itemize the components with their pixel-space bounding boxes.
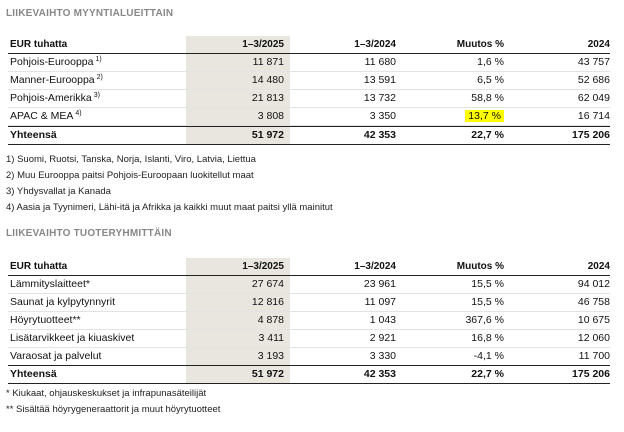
- row-label: APAC & MEA 4): [10, 110, 82, 122]
- change-percent: 1,6 %: [477, 56, 504, 68]
- total-row: Yhteensä 51 972 42 353 22,7 % 175 206: [8, 126, 610, 145]
- value-full-2024: 10 675: [577, 314, 610, 326]
- change-percent: 6,5 %: [477, 74, 504, 86]
- table-row: Lisätarvikkeet ja kiuaskivet 3 411 2 921…: [8, 330, 610, 348]
- value-2024: 13 732: [363, 92, 396, 104]
- value-full-2024: 11 700: [578, 350, 610, 362]
- header-cell: 2024: [587, 261, 610, 272]
- change-percent: 13,7 %: [428, 108, 504, 125]
- value-2025: 4 878: [186, 312, 290, 329]
- value-2024: 11 680: [364, 56, 396, 68]
- total-change: 22,7 %: [471, 129, 504, 141]
- table-row: Pohjois-Eurooppa 1) 11 871 11 680 1,6 % 4…: [8, 54, 610, 72]
- region-section-title: LIIKEVAIHTO MYYNTIALUEITTAIN: [6, 8, 174, 19]
- footnote: ** Sisältää höyrygeneraattorit ja muut h…: [6, 404, 221, 415]
- value-2024: 13 591: [363, 74, 396, 86]
- value-full-2024: 62 049: [577, 92, 610, 104]
- change-percent: 58,8 %: [471, 92, 504, 104]
- footnote: * Kiukaat, ohjauskeskukset ja infrapunas…: [6, 388, 207, 399]
- table-row: Saunat ja kylpytynnyrit 12 816 11 097 15…: [8, 294, 610, 312]
- highlighted-change: 13,7 %: [465, 110, 504, 122]
- header-cell: 1–3/2025: [186, 36, 290, 53]
- value-2025: 12 816: [186, 294, 290, 311]
- row-label: Manner-Eurooppa 2): [10, 74, 103, 86]
- header-cell: Muutos %: [456, 261, 504, 272]
- product-section-title: LIIKEVAIHTO TUOTERYHMITTÄIN: [6, 228, 172, 239]
- change-percent: -4,1 %: [473, 350, 504, 362]
- row-label: Pohjois-Eurooppa 1): [10, 56, 102, 68]
- header-cell: 1–3/2024: [354, 261, 396, 272]
- value-2025: 11 871: [186, 54, 290, 71]
- region-footnotes: 1) Suomi, Ruotsi, Tanska, Norja, Islanti…: [6, 152, 333, 216]
- value-2024: 3 330: [369, 350, 396, 362]
- table-row: Lämmityslaitteet* 27 674 23 961 15,5 % 9…: [8, 276, 610, 294]
- header-cell: 1–3/2025: [186, 258, 290, 275]
- value-full-2024: 43 757: [577, 56, 610, 68]
- header-cell: Muutos %: [456, 39, 504, 50]
- header-cell: 1–3/2024: [354, 39, 396, 50]
- footnote: 4) Aasia ja Tyynimeri, Lähi-itä ja Afrik…: [6, 202, 333, 213]
- total-full-2024: 175 206: [572, 368, 610, 380]
- row-label: Lämmityslaitteet*: [10, 278, 90, 290]
- row-label: Lisätarvikkeet ja kiuaskivet: [10, 332, 135, 344]
- value-2024: 11 097: [364, 296, 396, 308]
- value-2025: 3 193: [186, 348, 290, 365]
- table-row: Pohjois-Amerikka 3) 21 813 13 732 58,8 % …: [8, 90, 610, 108]
- value-2025: 3 411: [186, 330, 290, 347]
- table-row: Varaosat ja palvelut 3 193 3 330 -4,1 % …: [8, 348, 610, 365]
- footnote: 3) Yhdysvallat ja Kanada: [6, 186, 111, 197]
- value-full-2024: 16 714: [577, 110, 610, 122]
- product-footnotes: * Kiukaat, ohjauskeskukset ja infrapunas…: [6, 386, 220, 418]
- region-table: EUR tuhatta 1–3/2025 1–3/2024 Muutos % 2…: [8, 36, 610, 145]
- change-percent: 367,6 %: [465, 314, 504, 326]
- footnote-marker: 1): [95, 56, 102, 63]
- value-2024: 3 350: [369, 110, 396, 122]
- row-label: Höyrytuotteet**: [10, 314, 81, 326]
- total-label: Yhteensä: [10, 129, 57, 141]
- total-2024: 42 353: [363, 368, 396, 380]
- value-2025: 14 480: [186, 72, 290, 89]
- value-full-2024: 52 686: [577, 74, 610, 86]
- row-label: Varaosat ja palvelut: [10, 350, 102, 362]
- total-full-2024: 175 206: [572, 129, 610, 141]
- value-2024: 1 043: [369, 314, 396, 326]
- footnote: 2) Muu Eurooppa paitsi Pohjois-Euroopaan…: [6, 170, 254, 181]
- table-header-row: EUR tuhatta 1–3/2025 1–3/2024 Muutos % 2…: [8, 258, 610, 276]
- value-full-2024: 94 012: [577, 278, 610, 290]
- change-percent: 15,5 %: [471, 296, 504, 308]
- value-2024: 2 921: [369, 332, 396, 344]
- footnote-marker: 3): [93, 92, 100, 99]
- value-full-2024: 46 758: [577, 296, 610, 308]
- footnote-marker: 4): [75, 110, 82, 117]
- value-2024: 23 961: [363, 278, 396, 290]
- total-2025: 51 972: [186, 366, 290, 383]
- header-cell: EUR tuhatta: [10, 39, 68, 50]
- change-percent: 16,8 %: [471, 332, 504, 344]
- footnote-marker: 2): [96, 74, 103, 81]
- total-2025: 51 972: [186, 127, 290, 144]
- row-label: Saunat ja kylpytynnyrit: [10, 296, 116, 308]
- value-full-2024: 12 060: [577, 332, 610, 344]
- change-percent: 15,5 %: [471, 278, 504, 290]
- row-label: Pohjois-Amerikka 3): [10, 92, 100, 104]
- table-row: Höyrytuotteet** 4 878 1 043 367,6 % 10 6…: [8, 312, 610, 330]
- total-label: Yhteensä: [10, 368, 57, 380]
- table-header-row: EUR tuhatta 1–3/2025 1–3/2024 Muutos % 2…: [8, 36, 610, 54]
- table-row: Manner-Eurooppa 2) 14 480 13 591 6,5 % 52…: [8, 72, 610, 90]
- total-change: 22,7 %: [471, 368, 504, 380]
- table-row: APAC & MEA 4) 3 808 3 350 13,7 % 16 714: [8, 108, 610, 126]
- total-2024: 42 353: [363, 129, 396, 141]
- value-2025: 3 808: [186, 108, 290, 125]
- total-row: Yhteensä 51 972 42 353 22,7 % 175 206: [8, 365, 610, 384]
- value-2025: 21 813: [186, 90, 290, 107]
- footnote: 1) Suomi, Ruotsi, Tanska, Norja, Islanti…: [6, 154, 256, 165]
- value-2025: 27 674: [186, 276, 290, 293]
- header-cell: EUR tuhatta: [10, 261, 68, 272]
- header-cell: 2024: [587, 39, 610, 50]
- product-table: EUR tuhatta 1–3/2025 1–3/2024 Muutos % 2…: [8, 258, 610, 384]
